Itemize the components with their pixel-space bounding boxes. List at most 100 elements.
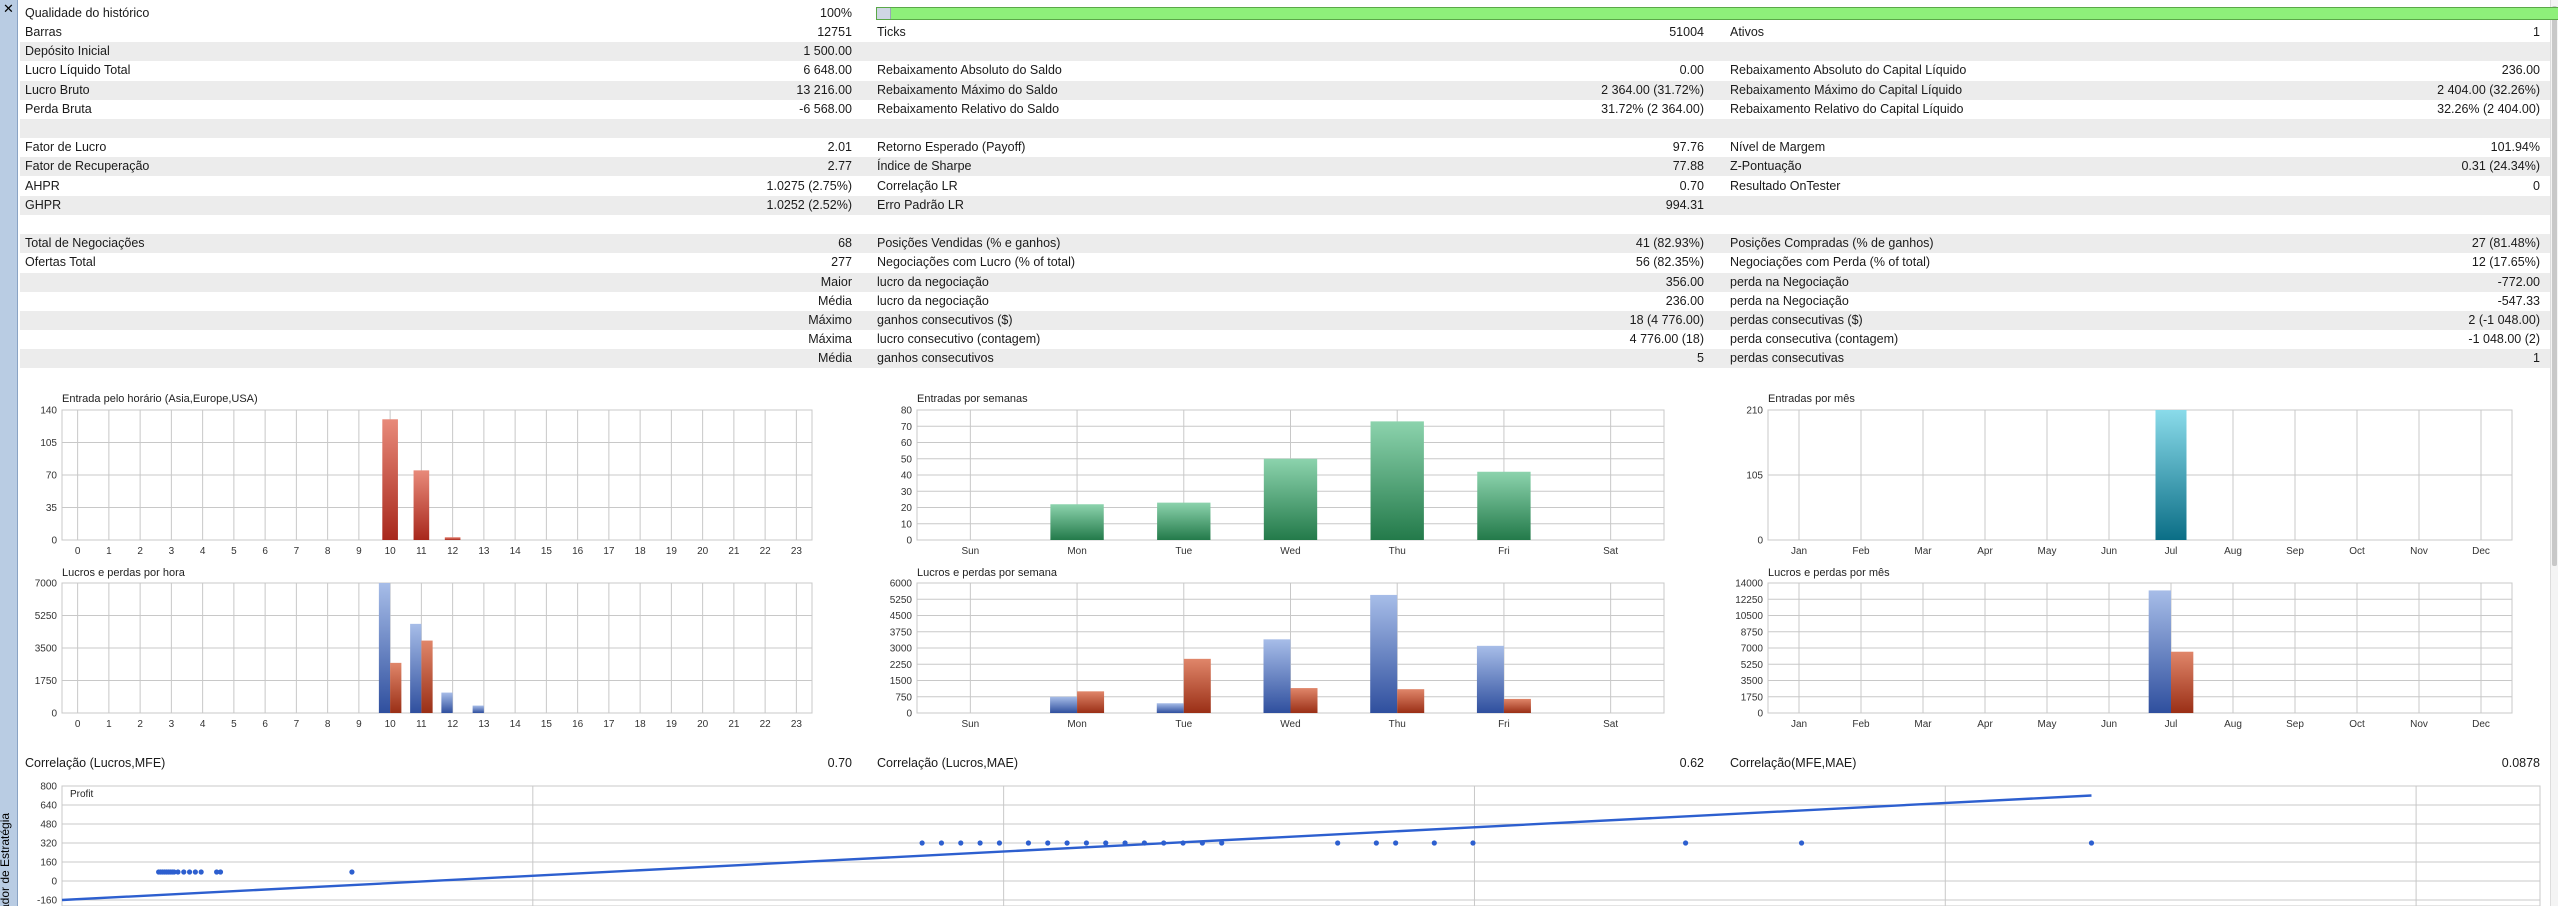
close-icon[interactable]: ✕ [3,1,14,16]
x-tick-label: Wed [1280,546,1300,557]
chart-bar [421,640,433,713]
x-tick-label: Aug [2224,546,2242,557]
stat-label: perda consecutiva (contagem) [1730,332,1899,347]
stat-label: lucro da negociação [877,274,989,289]
y-tick-label: 105 [40,438,57,449]
stat-label: Total de Negociações [25,236,145,251]
stat-value: 27 (81.48%) [2471,236,2540,251]
y-tick-label: 70 [901,422,913,433]
x-tick-label: 20 [697,719,709,730]
stat-label [1730,119,2170,138]
y-tick-label: 7000 [35,579,58,590]
stat-value: 1.0252 (2.52%) [766,197,852,212]
chart-bar [1263,458,1318,540]
stat-label: Perda Bruta [25,101,92,116]
stat-value: 1 [2533,25,2540,39]
scatter-legend: Profit [70,789,94,800]
y-tick-label: 10 [901,519,913,530]
x-tick-label: 4 [200,719,206,730]
quality-value: 100% [820,6,852,20]
x-tick-label: Nov [2410,546,2428,557]
chart-bar [1503,698,1531,713]
stat-value [440,369,852,388]
x-tick-label: Oct [2349,546,2365,557]
chart-plot-area [1767,582,2513,714]
stat-label [25,292,425,311]
y-tick-label: 210 [1746,406,1763,417]
y-tick-label: 8750 [1741,627,1764,638]
x-tick-label: Dec [2472,719,2490,730]
chart-bar [1370,594,1398,713]
stat-value: 51004 [1669,25,1704,39]
y-tick-label: 0 [51,709,57,720]
y-tick-label: 640 [40,801,57,812]
chart-title: Entradas por semanas [917,393,1028,405]
x-tick-label: 19 [666,546,678,557]
scatter-point [163,869,169,875]
chart-title: Entradas por mês [1768,393,1855,405]
x-tick-label: Sun [961,719,979,730]
x-tick-label: Fri [1498,719,1510,730]
x-tick-label: Sun [961,546,979,557]
chart-bar [2171,651,2194,713]
scatter-point [1393,840,1399,846]
stat-value [2170,215,2540,234]
scatter-point [192,869,198,875]
vertical-scrollbar[interactable] [2550,0,2558,906]
stat-value [2170,369,2540,388]
scatter-point [1141,840,1147,846]
scatter-point [1798,840,1805,846]
chart-bar [444,537,461,540]
scrollbar-thumb[interactable] [2552,6,2557,566]
y-tick-label: 60 [901,438,913,449]
stat-label: Ofertas Total [25,255,96,270]
x-tick-label: Mon [1067,719,1086,730]
x-tick-label: 13 [478,719,490,730]
stat-label: Depósito Inicial [25,44,110,59]
chart-bar [2148,590,2171,713]
scatter-point [181,869,187,875]
x-tick-label: Thu [1389,546,1406,557]
scatter-point [1122,840,1128,846]
stat-value [440,215,852,234]
summary-row [20,369,2550,388]
scatter-point [1083,840,1090,846]
x-tick-label: 5 [231,719,237,730]
chart-title: Lucros e perdas por semana [917,567,1058,579]
chart-bar [1050,696,1078,713]
stat-value [1300,42,1704,61]
scatter-point [1103,840,1109,846]
x-tick-label: 4 [200,546,206,557]
summary-row: Máximo ganhos consecutivos ($) 18 (4 776.0… [20,311,2550,330]
chart-bar [1077,691,1105,713]
stat-value [2170,119,2540,138]
stat-label: perda na Negociação [1730,293,1849,308]
y-tick-label: 750 [895,692,912,703]
stat-value [1300,369,1704,388]
y-tick-label: 5250 [890,595,913,606]
x-tick-label: Feb [1852,719,1870,730]
x-tick-label: 19 [666,719,678,730]
scatter-point [165,869,171,875]
stat-label: Nível de Margem [1730,140,1826,155]
x-tick-label: 9 [356,719,362,730]
stat-label [25,119,425,138]
x-tick-label: Jan [1791,719,1807,730]
stat-value: 994.31 [1665,197,1704,212]
stat-label: Correlação LR [877,178,958,193]
chart-plot-area [61,409,813,541]
stat-value: 356.00 [1665,274,1704,289]
scatter-point [1219,840,1225,846]
chart-title: Lucros e perdas por mês [1768,567,1890,579]
stat-label: Z-Pontuação [1730,159,1802,174]
x-tick-label: 0 [75,719,81,730]
stat-label [1730,215,2170,234]
scatter-point [1682,840,1689,846]
stat-value [440,119,852,138]
summary-row: Depósito Inicial 1 500.00 [20,42,2550,62]
x-tick-label: 14 [510,719,522,730]
scatter-point [217,869,224,875]
chart-bar [1263,639,1291,713]
scatter-point [1470,840,1476,846]
x-tick-label: 10 [385,719,397,730]
